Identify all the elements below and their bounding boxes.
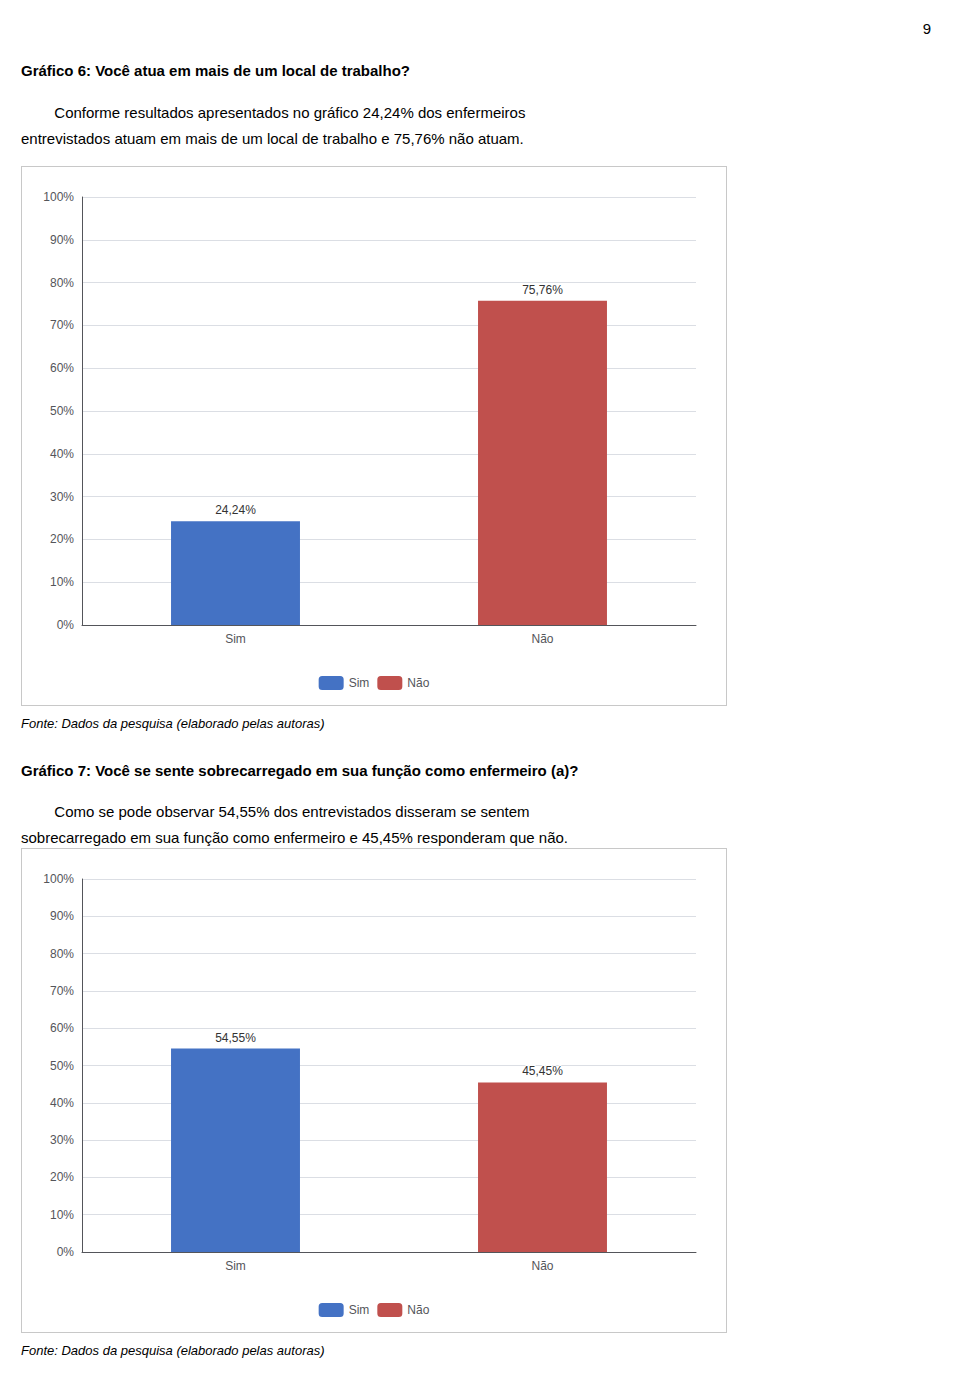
svg-text:50%: 50% — [50, 1059, 74, 1073]
html-text:Fonte: Dados da pesquisa (elab: Fonte: Dados da pesquisa (elaborado pela… — [21, 1343, 325, 1358]
svg-text:10%: 10% — [50, 575, 74, 589]
html-text:Gráfico 7: Você se sente sobre: Gráfico 7: Você se sente sobrecarregado … — [21, 762, 579, 779]
html-text:Conforme resultados apresentad: Conforme resultados apresentados no gráf… — [21, 104, 526, 121]
svg-text:Não: Não — [407, 676, 429, 690]
html-text:entrevistados atuam em mais de: entrevistados atuam em mais de um local … — [21, 130, 524, 147]
svg-text:60%: 60% — [50, 1021, 74, 1035]
svg-text:90%: 90% — [50, 233, 74, 247]
svg-text:Sim: Sim — [225, 632, 246, 646]
svg-text:70%: 70% — [50, 318, 74, 332]
svg-text:Não: Não — [407, 1303, 429, 1317]
svg-text:100%: 100% — [43, 872, 74, 886]
svg-text:Sim: Sim — [225, 1259, 246, 1273]
svg-text:45,45%: 45,45% — [522, 1064, 563, 1078]
svg-text:30%: 30% — [50, 1133, 74, 1147]
svg-text:20%: 20% — [50, 1170, 74, 1184]
html-text:Gráfico 6: Você atua em mais d: Gráfico 6: Você atua em mais de um local… — [21, 62, 410, 79]
svg-text:Não: Não — [531, 1259, 553, 1273]
svg-text:40%: 40% — [50, 1096, 74, 1110]
svg-text:75,76%: 75,76% — [522, 283, 563, 297]
svg-text:20%: 20% — [50, 532, 74, 546]
svg-text:24,24%: 24,24% — [215, 503, 256, 517]
html-text:9: 9 — [922, 20, 931, 37]
svg-text:80%: 80% — [50, 276, 74, 290]
svg-text:70%: 70% — [50, 984, 74, 998]
svg-text:40%: 40% — [50, 447, 74, 461]
svg-text:54,55%: 54,55% — [215, 1031, 256, 1045]
svg-text:0%: 0% — [57, 618, 75, 632]
svg-text:Sim: Sim — [349, 676, 370, 690]
svg-text:90%: 90% — [50, 909, 74, 923]
svg-text:60%: 60% — [50, 361, 74, 375]
html-text:Fonte: Dados da pesquisa (elab: Fonte: Dados da pesquisa (elaborado pela… — [21, 716, 325, 731]
svg-text:50%: 50% — [50, 404, 74, 418]
svg-text:100%: 100% — [43, 190, 74, 204]
svg-text:0%: 0% — [57, 1245, 75, 1259]
svg-text:Não: Não — [531, 632, 553, 646]
svg-text:Sim: Sim — [349, 1303, 370, 1317]
svg-text:80%: 80% — [50, 947, 74, 961]
svg-text:30%: 30% — [50, 490, 74, 504]
html-text:sobrecarregado em sua função c: sobrecarregado em sua função como enferm… — [21, 829, 568, 846]
svg-text:10%: 10% — [50, 1208, 74, 1222]
html-text:Como se pode observar 54,55% d: Como se pode observar 54,55% dos entrevi… — [21, 803, 530, 820]
